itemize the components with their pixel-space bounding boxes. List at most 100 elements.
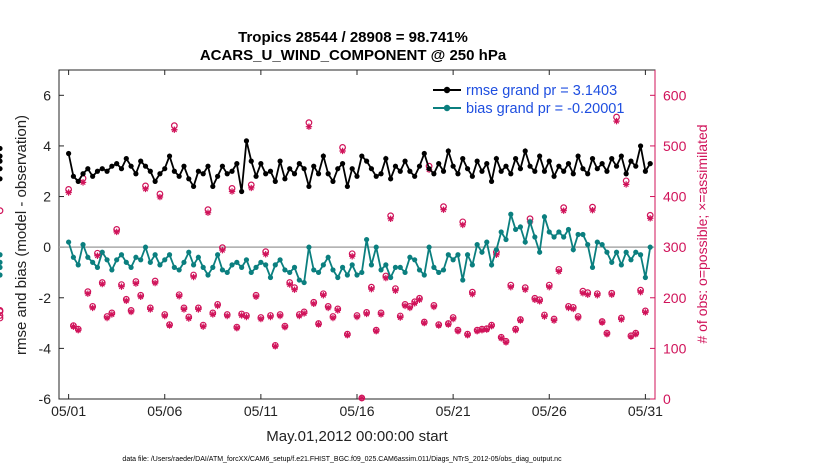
bias-point: [0, 272, 3, 278]
obs-assimilated-point: [151, 279, 159, 287]
rmse-point: [575, 153, 581, 159]
bias-point: [440, 267, 447, 273]
rmse-point: [440, 168, 447, 174]
bias-point: [176, 267, 182, 273]
obs-assimilated-point: [387, 215, 394, 223]
rmse-point: [176, 173, 182, 179]
rmse-point: [166, 153, 173, 159]
rmse-point: [565, 161, 572, 167]
rmse-point: [239, 188, 245, 195]
rmse-point: [392, 163, 399, 169]
rmse-point: [152, 178, 158, 184]
bias-point: [368, 262, 375, 268]
obs-assimilated-point: [252, 293, 260, 300]
obs-assimilated-point: [627, 333, 635, 340]
bias-point: [637, 252, 644, 258]
bias-point: [493, 247, 499, 253]
obs-assimilated-point: [137, 293, 144, 300]
y2-tick-label: 500: [663, 138, 687, 154]
rmse-point: [104, 168, 110, 174]
rmse-point: [609, 155, 615, 162]
bias-point: [190, 262, 197, 268]
rmse-point: [219, 163, 226, 169]
obs-assimilated-point: [300, 310, 308, 317]
rmse-point: [503, 163, 509, 169]
rmse-point: [416, 163, 423, 169]
bias-point: [152, 252, 158, 258]
rmse-point: [402, 158, 408, 164]
y-tick-label: 0: [43, 239, 51, 255]
obs-assimilated-point: [555, 268, 563, 275]
bias-point: [142, 244, 149, 250]
rmse-point: [469, 173, 475, 179]
rmse-point: [138, 158, 144, 164]
bias-point: [479, 249, 485, 255]
rmse-point: [436, 161, 442, 167]
rmse-point: [508, 171, 514, 177]
bias-point: [421, 272, 427, 278]
obs-assimilated-point: [281, 323, 289, 331]
x-tick-label: 05/06: [147, 403, 182, 419]
obs-assimilated-point: [435, 322, 442, 329]
rmse-point: [0, 145, 3, 152]
obs-assimilated-point: [94, 252, 101, 259]
rmse-point: [344, 183, 350, 190]
bias-point: [436, 269, 442, 276]
rmse-point: [541, 168, 548, 174]
obs-assimilated-point: [243, 313, 250, 321]
rmse-point: [258, 161, 264, 167]
bias-point: [609, 259, 615, 265]
rmse-point: [296, 161, 302, 167]
bias-point: [75, 262, 81, 268]
obs-assimilated-point: [536, 298, 543, 305]
obs-assimilated-point: [123, 297, 130, 305]
rmse-point: [488, 178, 495, 184]
obs-assimilated-point: [344, 332, 351, 339]
bias-point: [623, 249, 629, 255]
obs-assimilated-point: [622, 181, 630, 188]
rmse-point: [315, 171, 322, 177]
bias-point: [402, 269, 408, 276]
obs-assimilated-point: [175, 293, 183, 300]
obs-assimilated-point: [248, 184, 255, 192]
bias-point: [575, 231, 581, 238]
rmse-point: [234, 161, 240, 167]
bias-point: [426, 244, 432, 250]
obs-assimilated-point: [637, 289, 644, 296]
rmse-point: [142, 163, 149, 169]
bias-point: [388, 274, 394, 281]
bias-point: [195, 254, 201, 260]
obs-assimilated-point: [358, 394, 366, 402]
rmse-point: [412, 173, 418, 179]
obs-assimilated-point: [204, 209, 212, 216]
obs-assimilated-point: [70, 323, 77, 330]
legend-rmse-label: rmse grand pr = 3.1403: [466, 83, 617, 99]
y-tick-label: -2: [39, 290, 52, 306]
obs-assimilated-point: [108, 311, 116, 318]
rmse-point: [378, 171, 384, 177]
rmse-point: [205, 163, 211, 169]
bias-point: [166, 252, 173, 258]
rmse-series: [0, 138, 653, 195]
obs-assimilated-point: [79, 179, 87, 186]
rmse-point: [464, 166, 471, 172]
x-axis-ticks: 05/01 05/06 05/11 05/16 05/21 05/26 05/31: [51, 70, 663, 419]
bias-point: [339, 264, 346, 270]
bias-point: [445, 252, 451, 258]
rmse-point: [282, 176, 288, 182]
obs-assimilated-point: [219, 246, 226, 254]
rmse-point: [383, 155, 389, 162]
obs-assimilated-point: [392, 287, 399, 294]
legend-bias-marker: [443, 104, 451, 112]
obs-assimilated-point: [541, 313, 548, 320]
bias-point: [359, 269, 365, 276]
obs-assimilated-point: [382, 274, 390, 282]
rmse-point: [407, 168, 413, 174]
rmse-point: [267, 168, 274, 174]
obs-assimilated-point: [305, 123, 313, 130]
rmse-point: [190, 183, 197, 190]
bias-point: [580, 231, 586, 238]
rmse-point: [114, 161, 120, 167]
obs-assimilated-point: [286, 281, 293, 288]
